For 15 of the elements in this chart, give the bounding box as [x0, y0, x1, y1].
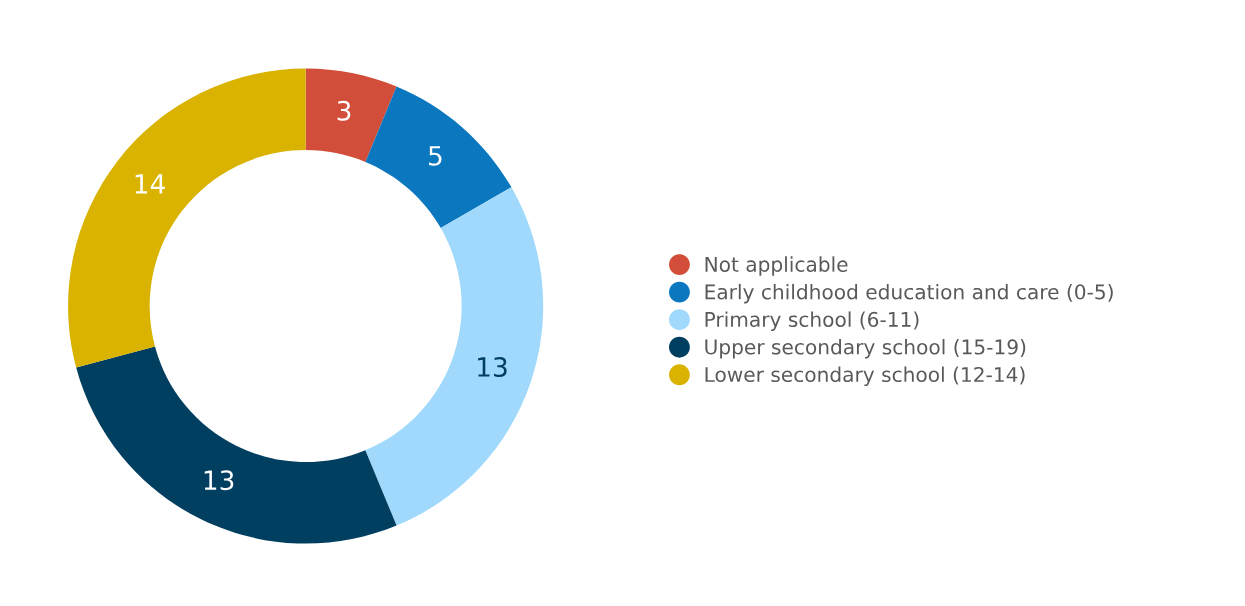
- legend-label: Early childhood education and care (0-5): [705, 283, 1113, 304]
- legend-label: Lower secondary school (12-14): [705, 366, 1025, 387]
- data-label: 5: [429, 146, 442, 166]
- data-label: 13: [478, 356, 507, 377]
- donut-slice: [76, 346, 397, 544]
- legend-label: Not applicable: [705, 256, 848, 276]
- data-label: 13: [204, 470, 234, 491]
- donut-slice: [365, 86, 512, 229]
- legend-label: Primary school (6-11): [705, 311, 919, 331]
- legend-label: Upper secondary school (15-19): [705, 338, 1026, 359]
- donut-slice: [305, 68, 397, 162]
- data-label: 14: [135, 174, 165, 194]
- data-label: 3: [337, 100, 351, 121]
- donut-slice: [365, 187, 544, 526]
- donut-slice: [68, 68, 306, 368]
